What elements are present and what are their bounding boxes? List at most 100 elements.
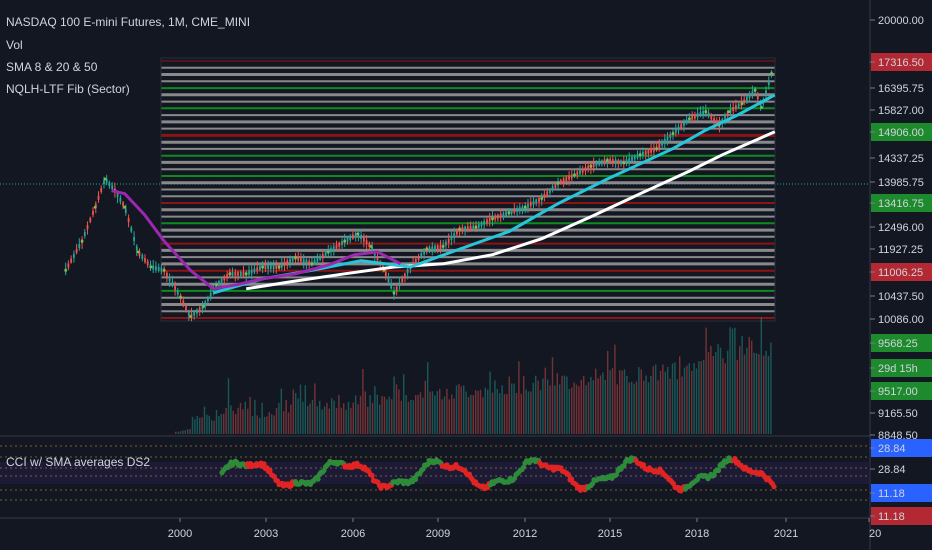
volume-bar [549,385,551,434]
cci-segment [316,474,321,480]
price-candle [477,223,480,228]
sma-50-line [245,130,776,291]
price-point [369,245,373,248]
price-candle [111,185,114,190]
price-candle [735,105,737,110]
price-candle [543,194,546,198]
volume-bar [621,370,623,434]
cci-segment [272,474,276,479]
price-point [727,110,731,114]
price-candle [365,240,368,245]
volume-bar [755,353,758,434]
volume-bar [335,408,338,434]
cci-segment [234,459,238,464]
volume-bar [386,399,388,434]
price-candle [146,261,149,266]
price-candle [685,119,688,124]
legend-fib[interactable]: NQLH-LTF Fib (Sector) [6,82,130,96]
volume-bar [230,405,232,434]
volume-bar [611,368,614,434]
volume-bar [556,373,558,434]
price-candle [702,110,704,115]
time-axis[interactable]: 2000 2003 2006 2009 2012 2015 2018 2021 20 [168,518,881,540]
volume-bar [350,408,352,434]
volume-bar [448,399,450,434]
price-axis-label: 20000.00 [878,15,924,27]
volume-bar [383,396,386,434]
price-candle [335,244,338,249]
legend-cci[interactable]: CCI w/ SMA averages DS2 [6,455,151,469]
volume-bar [707,352,710,434]
cci-segment [370,473,373,477]
volume-bar [379,404,381,434]
price-candle [480,222,483,227]
price-candle [390,284,393,289]
legend-vol[interactable]: Vol [6,38,23,52]
cci-background [0,445,870,501]
volume-bar [695,368,698,434]
price-candle [439,244,442,249]
cci-segment [769,481,774,485]
volume-bar [223,413,225,434]
volume-bar [439,388,441,434]
price-candle [765,90,767,95]
price-point [103,177,107,181]
volume-bar [422,397,424,434]
price-candle [428,246,431,251]
cci-segment [621,464,625,468]
cci-segment [420,468,425,472]
price-point [441,245,445,248]
volume-bar [249,396,251,434]
price-candle [620,160,622,165]
volume-bar [206,414,208,434]
price-point [202,305,205,308]
volume-bar [208,415,210,434]
price-candle [510,209,513,214]
volume-bar [331,398,333,434]
price-candle [663,139,666,143]
volume-bar [431,391,434,434]
price-candle [182,300,185,305]
volume-bar [487,389,489,434]
price-candle [185,305,187,310]
price-point [215,283,219,287]
price-axis[interactable]: 20000.00 17316.50 16395.75 15827.00 14906.00… [870,15,932,525]
volume-bar [451,394,453,434]
price-candle [354,233,357,238]
volume-bar [523,376,525,434]
price-candle [570,174,573,179]
volume-bar [535,375,537,434]
price-candle [157,266,160,271]
price-candle [223,276,226,281]
volume-bar [405,395,407,434]
price-point [655,147,658,151]
volume-bar [669,378,671,434]
cci-segment [468,473,473,479]
price-candle [759,102,762,107]
cci-segment [739,464,744,469]
volume-bar [614,344,616,434]
price-point [606,158,609,162]
volume-bar [201,417,203,434]
price-point [688,117,691,121]
price-candle [363,237,365,242]
price-candle [138,251,141,256]
volume-bar [676,379,678,434]
volume-bar [712,356,714,434]
cci-segment [386,485,390,489]
price-candle [756,95,759,100]
volume-bar [561,375,563,434]
price-candle [532,200,535,205]
volume-bar [578,386,580,434]
price-candle [187,311,190,316]
legend-sma[interactable]: SMA 8 & 20 & 50 [6,60,98,74]
volume-bar [681,376,683,434]
price-point [740,102,744,105]
price-point [589,164,593,168]
volume-bar [765,350,767,434]
volume-bar [513,383,515,434]
cci-axis-label: 11.18 [878,488,905,500]
volume-bar [290,404,292,434]
volume-bar [508,376,510,434]
